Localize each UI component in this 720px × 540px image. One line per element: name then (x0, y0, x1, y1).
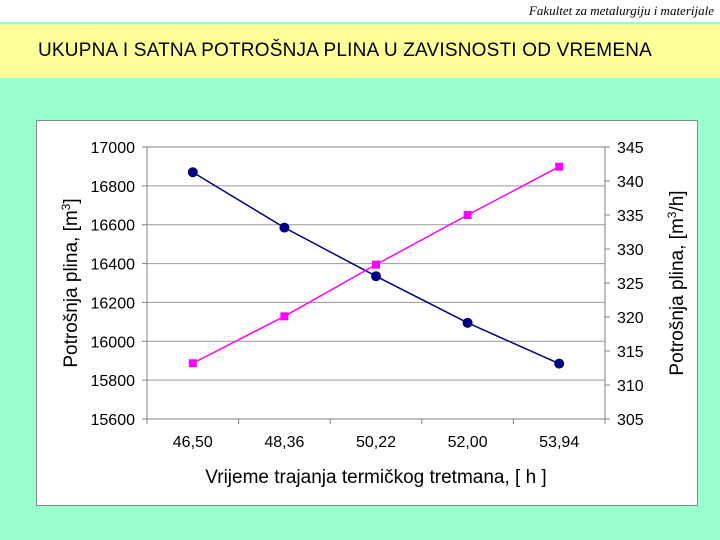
left-tick-label: 16600 (91, 218, 136, 235)
right-tick-label: 320 (617, 310, 644, 327)
x-tick-label: 50,22 (356, 434, 396, 451)
left-axis-ticks: 15600 15800 16000 16200 16400 16600 16800 17000 (91, 140, 147, 429)
series-2-point (188, 359, 197, 368)
left-tick-label: 16800 (91, 179, 136, 196)
top-bar: Fakultet za metalurgiju i materijale (0, 0, 720, 22)
left-tick-label: 17000 (91, 140, 136, 157)
x-tick-label: 52,00 (448, 434, 488, 451)
gridlines (147, 146, 605, 420)
title-bar (0, 24, 720, 78)
series-1-point (371, 271, 381, 282)
series-2-point (463, 211, 472, 219)
right-tick-label: 345 (617, 140, 644, 157)
x-tick-label: 53,94 (539, 434, 579, 451)
plot-area (146, 146, 606, 420)
left-tick-label: 15800 (91, 373, 136, 390)
series-layer (187, 162, 565, 369)
y-axis-left-label: Potrošnja plina, [m3] (59, 198, 82, 367)
right-tick-label: 330 (617, 242, 644, 259)
x-tick-label: 46,50 (173, 434, 213, 451)
chart-frame: 15600 15800 16000 16200 16400 16600 16800 17000… (36, 120, 698, 506)
left-tick-label: 16000 (91, 334, 136, 351)
slide-title: UKUPNA I SATNA POTROŠNJA PLINA U ZAVISNO… (38, 40, 653, 61)
series-1-point (279, 222, 290, 233)
left-tick-label: 16400 (91, 257, 136, 274)
right-tick-label: 325 (617, 276, 644, 293)
series-1-point (187, 167, 198, 178)
right-axis-ticks: 305 310 315 320 325 330 335 340 345 (605, 140, 644, 429)
x-tick-label: 48,36 (264, 434, 304, 451)
y-axis-right-label: Potrošnja plina, [m3/h] (665, 190, 688, 375)
right-tick-label: 305 (617, 412, 644, 429)
right-tick-label: 310 (617, 378, 644, 395)
right-tick-label: 335 (617, 208, 644, 225)
series-2-point (280, 312, 289, 321)
series-1-point (462, 317, 473, 328)
left-tick-label: 15600 (91, 412, 136, 429)
x-axis-label: Vrijeme trajanja termičkog tretmana, [ h… (205, 467, 546, 488)
x-axis-ticks: 46,50 48,36 50,22 52,00 53,94 (146, 419, 606, 451)
faculty-name: Fakultet za metalurgiju i materijale (528, 3, 714, 18)
right-tick-label: 315 (617, 344, 644, 361)
dual-axis-line-chart: 15600 15800 16000 16200 16400 16600 16800 17000… (59, 140, 688, 488)
series-2-point (555, 162, 564, 171)
right-tick-label: 340 (617, 174, 644, 191)
left-tick-label: 16200 (91, 295, 136, 312)
series-1-point (554, 358, 565, 369)
series-2-point (372, 260, 380, 269)
